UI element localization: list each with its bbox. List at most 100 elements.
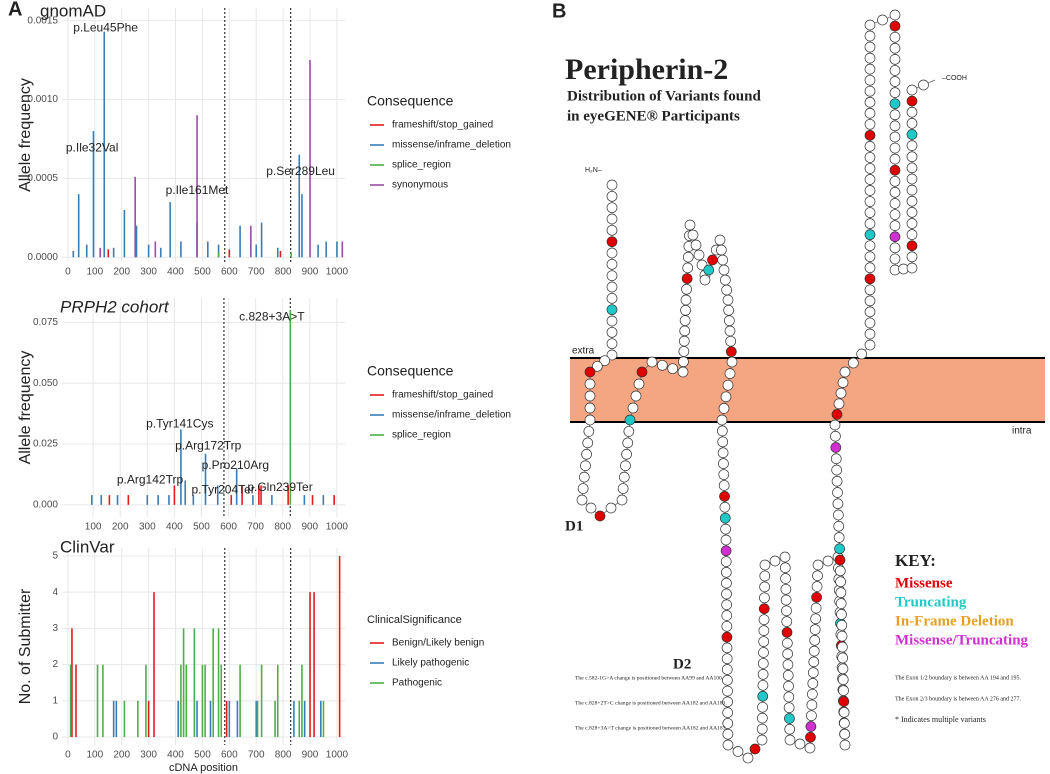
residue <box>678 356 689 368</box>
note: The c.582-1G>A change is positioned betw… <box>575 675 724 681</box>
residue <box>759 570 771 582</box>
residue <box>906 262 918 274</box>
residue <box>836 609 847 620</box>
residue <box>864 262 876 274</box>
residue <box>722 685 733 697</box>
residue <box>779 562 791 574</box>
residue <box>810 602 822 614</box>
residue <box>749 743 761 755</box>
residue <box>864 107 876 119</box>
residue <box>807 667 819 678</box>
residue <box>606 326 618 338</box>
annotation: p.Arg172Trp <box>175 439 242 453</box>
residue <box>722 379 734 391</box>
annotation: p.Tyr204Ter <box>191 482 254 496</box>
residue <box>835 387 847 399</box>
annotation: c.828+3A>T <box>239 310 305 324</box>
residue <box>837 377 849 388</box>
residue <box>864 273 876 285</box>
residue <box>889 253 901 265</box>
residue <box>784 713 795 724</box>
residue <box>584 390 596 402</box>
y-tick-label: 4 <box>52 587 58 598</box>
annotation: p.Pro210Arg <box>202 458 269 472</box>
x-axis-label: cDNA position <box>169 762 238 774</box>
diagram-title: Peripherin-2 <box>565 53 728 86</box>
residue <box>624 414 636 426</box>
residue <box>783 691 795 703</box>
x-tick-label: 500 <box>194 267 211 278</box>
y-tick-label: 0.0000 <box>27 252 58 263</box>
y-tick-label: 3 <box>52 623 58 634</box>
residue <box>839 717 850 729</box>
residue <box>718 403 730 414</box>
legend-label: missense/inframe_deletion <box>392 410 511 421</box>
note: The c.828+2T>C change is positioned betw… <box>575 700 727 706</box>
residue <box>576 494 588 506</box>
residue <box>809 635 821 646</box>
residue <box>721 664 733 675</box>
residue <box>720 391 732 403</box>
residue <box>906 151 918 163</box>
y-tick-label: 5 <box>52 551 58 562</box>
residue <box>627 402 639 414</box>
residue <box>721 577 732 589</box>
residue <box>864 196 876 207</box>
residue <box>719 501 731 513</box>
residue <box>889 153 901 165</box>
residue <box>681 273 693 284</box>
residue <box>808 645 820 657</box>
residue <box>720 556 732 567</box>
residue <box>864 30 876 42</box>
residue <box>719 512 731 524</box>
residue <box>759 592 770 604</box>
panel-label: B <box>552 0 566 22</box>
residue <box>837 674 849 686</box>
residue <box>864 240 876 252</box>
residue <box>782 648 793 660</box>
residue <box>679 325 691 337</box>
residue <box>906 118 918 129</box>
residue <box>889 109 901 121</box>
residue <box>678 335 690 347</box>
residue <box>703 264 715 276</box>
residue <box>605 502 617 514</box>
residue <box>756 723 768 735</box>
residue <box>864 185 876 196</box>
panel-label: A <box>8 0 22 20</box>
residue <box>864 118 876 130</box>
residue <box>581 448 592 460</box>
annotation: p.Ser289Leu <box>266 164 335 178</box>
residue <box>830 430 841 442</box>
legend-label: frameshift/stop_gained <box>392 390 493 401</box>
x-tick-label: 1000 <box>326 522 349 533</box>
x-tick-label: 600 <box>220 522 237 533</box>
annotation: p.Gln239Ter <box>247 480 312 494</box>
residue <box>714 234 726 246</box>
residue <box>720 567 732 578</box>
residue <box>722 294 734 306</box>
residue <box>759 581 770 593</box>
x-tick-label: 700 <box>248 750 265 761</box>
residue <box>864 19 876 31</box>
residue <box>889 20 901 32</box>
residue <box>720 545 732 557</box>
residue <box>707 254 718 266</box>
x-tick-label: 300 <box>140 267 157 278</box>
residue <box>606 224 618 236</box>
residue <box>732 746 744 757</box>
residue <box>906 251 918 263</box>
residue <box>757 690 769 702</box>
residue <box>599 355 611 367</box>
residue <box>864 129 876 141</box>
residue <box>721 599 732 611</box>
residue <box>906 140 918 151</box>
region-label: extra <box>572 346 595 357</box>
residue <box>889 98 901 110</box>
residue <box>757 679 769 691</box>
residue <box>889 42 901 54</box>
annotation: p.Arg142Trp <box>117 473 184 487</box>
x-tick-label: 0 <box>65 267 71 278</box>
residue <box>889 65 901 76</box>
residue <box>889 175 901 187</box>
